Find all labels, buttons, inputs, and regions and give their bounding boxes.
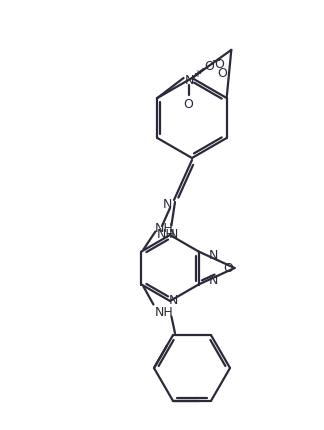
Text: O: O: [204, 59, 214, 73]
Text: NH: NH: [156, 227, 175, 240]
Text: O: O: [184, 98, 193, 111]
Text: +: +: [192, 69, 201, 79]
Text: NH: NH: [155, 306, 174, 319]
Text: O: O: [224, 261, 234, 274]
Text: N: N: [209, 274, 218, 287]
Text: −: −: [212, 56, 221, 66]
Text: N: N: [209, 249, 218, 262]
Text: NH: NH: [155, 222, 174, 235]
Text: N: N: [162, 197, 172, 211]
Text: N: N: [168, 295, 178, 307]
Text: O: O: [214, 58, 225, 71]
Text: O: O: [217, 68, 227, 80]
Text: N: N: [168, 228, 178, 242]
Text: N: N: [185, 74, 194, 86]
